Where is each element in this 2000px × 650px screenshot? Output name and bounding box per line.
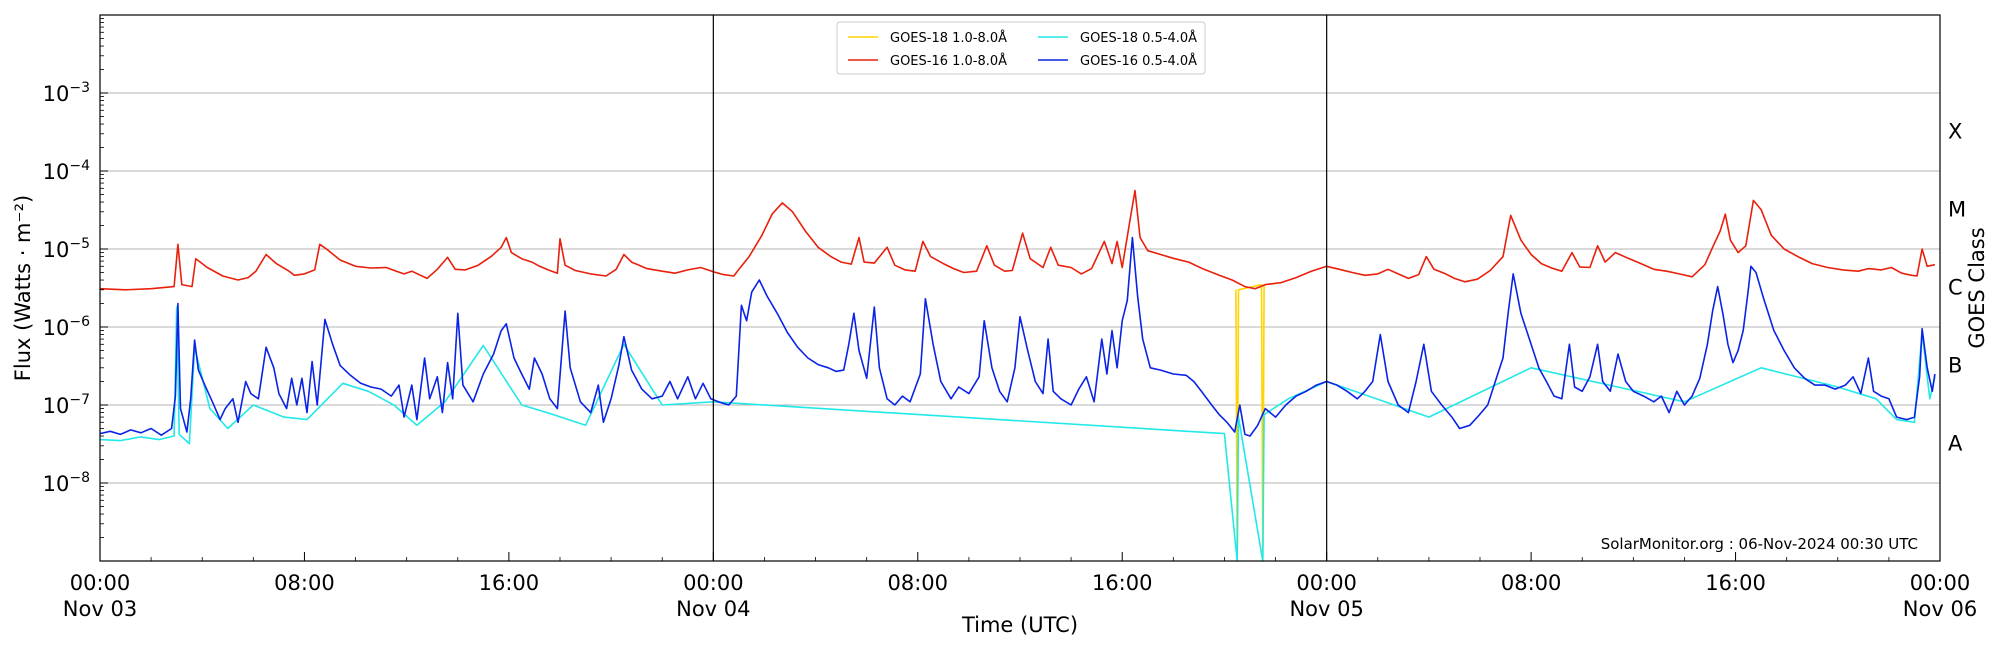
y-axis-title: Flux (Watts · m⁻²) bbox=[11, 195, 35, 381]
y-tick-label: 10−3 bbox=[43, 80, 90, 106]
x-date-label: Nov 05 bbox=[1289, 597, 1363, 621]
y-tick-label: 10−7 bbox=[43, 392, 90, 418]
series-line bbox=[99, 236, 1936, 437]
y-tick-label: 10−8 bbox=[43, 470, 90, 496]
x-tick-label: 08:00 bbox=[1501, 571, 1562, 595]
x-tick-label: 00:00 bbox=[683, 571, 744, 595]
x-tick-label: 00:00 bbox=[1296, 571, 1357, 595]
legend-label: GOES-18 0.5-4.0Å bbox=[1080, 30, 1197, 46]
x-tick-label: 00:00 bbox=[70, 571, 131, 595]
y-tick-label: 10−5 bbox=[43, 236, 90, 262]
x-tick-label: 08:00 bbox=[888, 571, 949, 595]
x-date-label: Nov 06 bbox=[1903, 597, 1977, 621]
legend-label: GOES-16 1.0-8.0Å bbox=[890, 53, 1007, 69]
day-boundary-lines bbox=[712, 15, 1328, 561]
y-tick-label: 10−6 bbox=[43, 314, 90, 340]
class-label: M bbox=[1948, 198, 1966, 222]
axis-ticks bbox=[99, 18, 1941, 561]
legend-label: GOES-18 1.0-8.0Å bbox=[890, 30, 1007, 46]
x-tick-label: 08:00 bbox=[274, 571, 335, 595]
class-label: B bbox=[1948, 354, 1962, 378]
x-date-label: Nov 03 bbox=[63, 597, 137, 621]
right-axis-title: GOES Class bbox=[1965, 227, 1989, 348]
x-tick-label: 00:00 bbox=[1910, 571, 1971, 595]
x-date-label: Nov 04 bbox=[676, 597, 750, 621]
legend-box bbox=[836, 21, 1206, 75]
y-tick-label: 10−4 bbox=[43, 158, 90, 184]
class-label: X bbox=[1948, 120, 1962, 144]
x-tick-label: 16:00 bbox=[1092, 571, 1153, 595]
credit-text: SolarMonitor.org : 06-Nov-2024 00:30 UTC bbox=[1601, 535, 1918, 553]
legend: GOES-18 1.0-8.0Å GOES-16 1.0-8.0Å GOES-18 … bbox=[836, 21, 1206, 75]
series-line bbox=[99, 189, 1936, 291]
series-line bbox=[99, 306, 1936, 562]
legend-label: GOES-16 0.5-4.0Å bbox=[1080, 53, 1197, 69]
x-tick-label: 16:00 bbox=[479, 571, 540, 595]
class-label: C bbox=[1948, 276, 1963, 300]
x-tick-label: 16:00 bbox=[1705, 571, 1766, 595]
x-axis-title: Time (UTC) bbox=[961, 613, 1078, 637]
data-series bbox=[99, 189, 1936, 562]
class-label: A bbox=[1948, 432, 1963, 456]
